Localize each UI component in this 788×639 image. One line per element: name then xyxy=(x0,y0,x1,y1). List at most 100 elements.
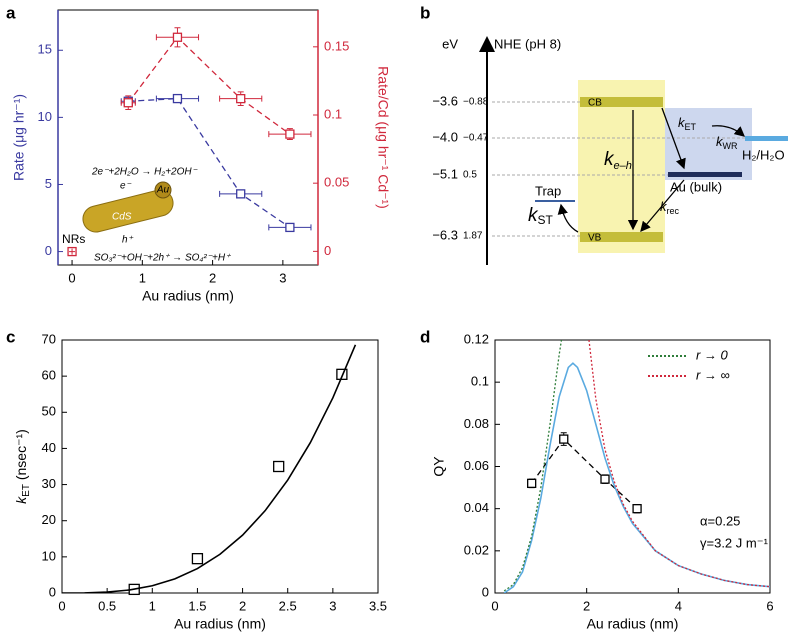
y-axis-label-part: ET xyxy=(21,484,32,497)
annotation: e⁻ xyxy=(120,181,132,192)
y-tick-label: 10 xyxy=(42,548,56,563)
data-point xyxy=(236,93,246,104)
x-tick-label: 0 xyxy=(58,598,65,613)
legend-label: r → 0 xyxy=(696,347,729,362)
annotation: γ=3.2 J m⁻¹ xyxy=(700,535,769,550)
point-label: NRs xyxy=(62,232,85,246)
y-tick-label: 0.08 xyxy=(464,416,489,431)
y-tick-label: 30 xyxy=(42,476,56,491)
x-tick-label: 0 xyxy=(68,270,75,285)
rate-subscript: e–h xyxy=(614,160,632,172)
y2-tick-label: 0.1 xyxy=(324,106,342,121)
rate-subscript: ST xyxy=(538,213,554,227)
y-tick-label: 0 xyxy=(45,243,52,258)
y-axis-label-part: (nsec⁻¹) xyxy=(13,429,29,484)
level-ev: −5.1 xyxy=(432,166,458,181)
data-point xyxy=(632,504,642,514)
level-nhe: −0.88 xyxy=(463,97,489,108)
y-axis-label: QY xyxy=(431,456,447,477)
y2-tick-label: 0.15 xyxy=(324,38,349,53)
x-tick-label: 0 xyxy=(491,598,498,613)
x-axis-label: Au radius (nm) xyxy=(174,616,266,632)
rate-label: ke–h xyxy=(604,149,632,172)
vb-label: VB xyxy=(588,233,602,244)
level-ev: −3.6 xyxy=(432,93,458,108)
y-tick-label: 60 xyxy=(42,368,56,383)
cb-label: CB xyxy=(588,98,602,109)
annotation: h⁺ xyxy=(122,235,134,246)
y2-tick-label: 0.05 xyxy=(324,175,349,190)
acceptor-label: H₂/H₂O xyxy=(742,147,785,162)
x-tick-label: 6 xyxy=(766,598,773,613)
rate-label: krec xyxy=(660,199,680,216)
y-tick-label: 10 xyxy=(38,109,52,124)
x-axis-label: Au radius (nm) xyxy=(142,288,234,304)
y-tick-label: 0 xyxy=(482,584,489,599)
y-tick-label: 0.04 xyxy=(464,500,489,515)
data-point xyxy=(191,553,204,565)
x-tick-label: 3 xyxy=(279,270,286,285)
energy-diagram: eV NHE (pH 8) −3.6 −4.0 −5.1 −6.3 −0.88 … xyxy=(420,3,788,265)
level-nhe: 1.87 xyxy=(463,231,483,242)
rate-symbol: k xyxy=(678,115,686,130)
y-axis-label: Rate (μg hr⁻¹) xyxy=(11,94,27,181)
y-tick-label: 0.06 xyxy=(464,458,489,473)
series-line xyxy=(588,340,770,588)
x-tick-label: 3.5 xyxy=(369,598,387,613)
x-tick-label: 1 xyxy=(139,270,146,285)
x-tick-label: 2 xyxy=(239,598,246,613)
rate-label: kST xyxy=(528,205,554,227)
data-point xyxy=(559,434,569,444)
level-nhe: −0.47 xyxy=(463,133,489,144)
annotation: 2e⁻+2H₂O → H₂+2OH⁻ xyxy=(91,167,198,178)
data-point xyxy=(285,129,295,139)
rate-label: kET xyxy=(678,115,697,132)
annotation: Au xyxy=(156,185,170,196)
series-line xyxy=(503,340,563,592)
x-tick-label: 0.5 xyxy=(98,598,116,613)
y-tick-label: 0 xyxy=(49,584,56,599)
x-axis-label: Au radius (nm) xyxy=(587,616,679,632)
x-tick-label: 2 xyxy=(209,270,216,285)
data-point xyxy=(336,368,348,380)
y-tick-label: 15 xyxy=(38,42,52,57)
y-tick-label: 5 xyxy=(45,176,52,191)
reference-label: NHE (pH 8) xyxy=(494,36,561,51)
series-line xyxy=(62,344,357,593)
x-tick-label: 3 xyxy=(329,598,336,613)
annotation: CdS xyxy=(112,212,132,223)
y-tick-label: 20 xyxy=(42,512,56,527)
series-line xyxy=(531,438,638,510)
data-point xyxy=(527,478,537,489)
level-nhe: 0.5 xyxy=(463,170,477,181)
x-tick-label: 4 xyxy=(675,598,682,613)
axis-unit: eV xyxy=(442,36,458,51)
metal-label: Au (bulk) xyxy=(670,179,722,194)
y-tick-label: 0.02 xyxy=(464,542,489,557)
nanorod-illustration xyxy=(82,181,174,233)
data-point xyxy=(172,93,183,104)
rate-subscript: WR xyxy=(723,141,738,151)
x-tick-label: 1.5 xyxy=(188,598,206,613)
level-ev: −6.3 xyxy=(432,227,458,242)
annotation: α=0.25 xyxy=(700,513,740,528)
data-point xyxy=(273,460,285,473)
data-point xyxy=(600,474,610,484)
annotation: SO₃²⁻+OH⁻+2h⁺ → SO₄²⁻+H⁺ xyxy=(94,253,231,264)
rate-subscript: rec xyxy=(667,206,680,216)
rate-subscript: ET xyxy=(685,122,697,132)
legend-label: r → ∞ xyxy=(696,367,730,382)
data-point-plus xyxy=(69,248,76,255)
data-point xyxy=(236,189,246,199)
panel-label: b xyxy=(420,3,430,22)
y-tick-label: 40 xyxy=(42,440,56,455)
series-line xyxy=(127,36,291,135)
data-point xyxy=(123,98,133,108)
series-line xyxy=(503,362,770,593)
level-ev: −4.0 xyxy=(432,129,458,144)
panel-label: d xyxy=(420,327,430,346)
trap-label: Trap xyxy=(535,183,561,198)
x-tick-label: 2.5 xyxy=(279,598,297,613)
plot-frame xyxy=(61,339,379,594)
y2-tick-label: 0 xyxy=(324,243,331,258)
